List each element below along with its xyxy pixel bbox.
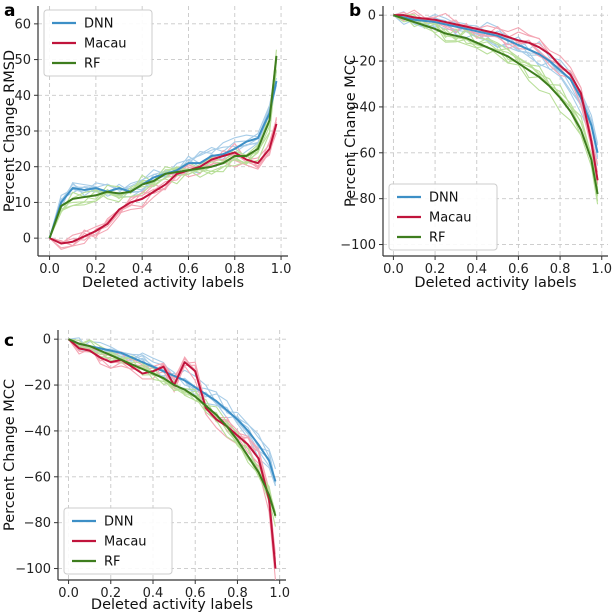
x-tick-label: 1.0: [591, 262, 612, 277]
legend-label-rf: RF: [84, 57, 101, 72]
panel-a: 0.0 0.2 0.4 0.6 0.8 1.0 0 10 20 30 40 50 60 Deleted a…: [2, 1, 291, 291]
legend-label-dnn: DNN: [104, 515, 133, 530]
x-tick-label: 0.2: [425, 262, 446, 277]
series-line-rf: [68, 338, 277, 517]
replicate-line-dnn: [393, 14, 599, 166]
y-tick-label: −100: [340, 238, 376, 253]
replicate-line-dnn: [49, 71, 277, 239]
x-tick-label: 0.6: [178, 262, 199, 277]
legend: DNN Macau RF: [43, 9, 153, 77]
legend: DNN Macau RF: [63, 507, 173, 575]
x-tick-label: 0.6: [508, 262, 529, 277]
x-axis-label: Deleted activity labels: [82, 275, 244, 291]
x-axis-label: Deleted activity labels: [414, 275, 576, 291]
y-tick-label: −20: [24, 379, 51, 394]
legend-label-dnn: DNN: [429, 191, 458, 206]
replicate-line-dnn: [68, 338, 276, 486]
panel-c: 0.0 0.2 0.4 0.6 0.8 1.0 0 −20 −40 −60 −80 −100 Delet…: [2, 330, 290, 613]
y-axis-label: Percent Change RMSD: [2, 50, 18, 212]
replicate-line-macau: [49, 118, 277, 245]
x-tick-label: 0.2: [100, 586, 121, 601]
y-tick-label: −40: [349, 100, 376, 115]
x-tick-label: 1.0: [269, 586, 290, 601]
replicate-line-macau: [49, 119, 277, 244]
y-tick-label: 60: [14, 17, 31, 32]
x-tick-label: 0.8: [550, 262, 571, 277]
replicate-line-rf: [49, 56, 277, 239]
panel-letter: a: [4, 1, 15, 21]
panel-b: 0.0 0.2 0.4 0.6 0.8 1.0 0 −20 −40 −60 −80 −100 Delet…: [340, 1, 612, 291]
legend-box: [63, 507, 173, 575]
legend-box: [43, 9, 153, 77]
y-tick-label: 0: [43, 333, 51, 348]
y-tick-label: −80: [349, 192, 376, 207]
x-tick-label: 1.0: [271, 262, 292, 277]
x-tick-label: 0.6: [185, 586, 206, 601]
y-tick-label: −60: [24, 470, 51, 485]
replicate-line-dnn: [68, 338, 276, 487]
replicate-line-macau: [393, 14, 599, 165]
replicate-line-rf: [49, 57, 277, 239]
legend: DNN Macau RF: [388, 183, 498, 251]
replicate-line-dnn: [49, 82, 277, 239]
x-tick-label: 0.4: [143, 586, 164, 601]
y-tick-label: 0: [23, 232, 31, 247]
x-tick-label: 0.4: [466, 262, 487, 277]
x-axis-label: Deleted activity labels: [91, 597, 253, 613]
legend-label-dnn: DNN: [84, 17, 113, 32]
y-axis-label: Percent Change MCC: [343, 55, 359, 207]
legend-label-rf: RF: [429, 231, 446, 246]
panel-letter: c: [4, 331, 14, 351]
y-tick-label: 10: [14, 196, 31, 211]
replicate-line-rf: [68, 338, 276, 518]
y-tick-label: 30: [14, 125, 31, 140]
replicate-line-rf: [393, 14, 599, 190]
replicate-line-rf: [393, 14, 599, 188]
series-line-rf: [393, 14, 599, 195]
replicate-line-rf: [68, 338, 276, 527]
replicate-line-macau: [393, 11, 599, 184]
y-tick-label: −40: [24, 424, 51, 439]
legend-label-macau: Macau: [84, 37, 127, 52]
x-tick-label: 0.2: [86, 262, 107, 277]
series-line-macau: [49, 123, 278, 245]
series-line-rf: [48, 55, 278, 239]
x-tick-label: 0.8: [227, 586, 248, 601]
y-axis-label: Percent Change MCC: [2, 379, 18, 531]
series-line-dnn: [68, 338, 277, 482]
y-tick-label: 40: [14, 89, 31, 104]
legend-box: [388, 183, 498, 251]
y-tick-label: −20: [349, 55, 376, 70]
replicate-line-dnn: [68, 338, 276, 487]
legend-label-macau: Macau: [104, 535, 147, 550]
x-tick-label: 0.8: [224, 262, 245, 277]
legend-label-macau: Macau: [429, 211, 472, 226]
y-tick-label: −80: [24, 516, 51, 531]
replicate-line-dnn: [393, 14, 599, 166]
replicate-line-macau: [393, 9, 599, 178]
x-tick-label: 0.0: [58, 586, 79, 601]
legend-label-rf: RF: [104, 555, 121, 570]
panel-letter: b: [349, 1, 361, 21]
x-tick-label: 0.4: [132, 262, 153, 277]
replicate-line-rf: [49, 61, 277, 239]
x-tick-label: 0.0: [383, 262, 404, 277]
y-tick-label: −60: [349, 146, 376, 161]
x-tick-label: 0.0: [39, 262, 60, 277]
y-tick-label: 0: [368, 9, 376, 24]
series-line-macau: [393, 14, 599, 181]
y-tick-label: −100: [15, 562, 51, 577]
y-tick-label: 20: [14, 160, 31, 175]
series-line-dnn: [393, 14, 599, 154]
y-tick-label: 50: [14, 53, 31, 68]
replicate-line-rf: [393, 13, 599, 191]
